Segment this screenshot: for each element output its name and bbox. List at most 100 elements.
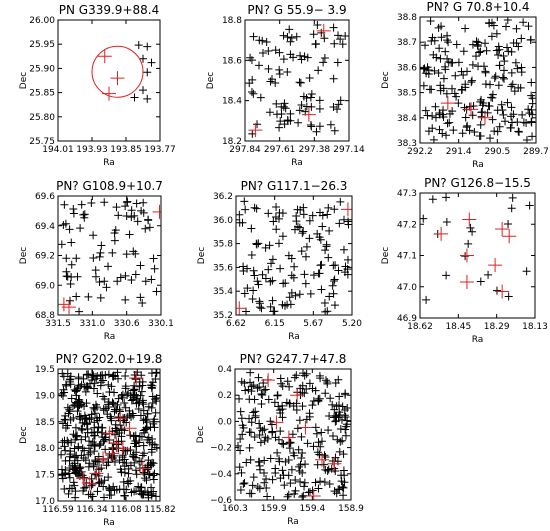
- star-marker: [503, 43, 512, 52]
- star-marker: [110, 405, 119, 414]
- star-marker: [137, 387, 146, 396]
- candidate-marker: [152, 204, 161, 219]
- y-axis-label: Dec: [381, 247, 391, 264]
- star-marker: [329, 103, 338, 112]
- star-marker: [334, 266, 343, 275]
- star-marker: [152, 397, 160, 406]
- candidate-marker: [115, 441, 130, 456]
- star-marker: [297, 432, 306, 441]
- star-marker: [515, 128, 524, 137]
- y-tick-label: 69.2: [35, 252, 55, 262]
- y-tick-label: 18.2: [222, 137, 242, 147]
- star-marker: [140, 428, 149, 437]
- star-marker: [267, 75, 276, 84]
- star-marker: [269, 217, 278, 226]
- star-marker: [93, 427, 102, 436]
- star-marker: [143, 68, 152, 77]
- star-marker: [328, 432, 337, 441]
- star-marker: [321, 246, 330, 255]
- star-marker: [149, 475, 158, 484]
- star-marker: [95, 278, 104, 287]
- star-marker: [124, 479, 133, 488]
- star-marker: [256, 93, 265, 102]
- star-marker: [127, 396, 136, 405]
- star-marker: [95, 441, 104, 450]
- star-marker: [98, 376, 107, 385]
- x-axis-label: Ra: [472, 335, 484, 345]
- star-marker: [129, 395, 138, 404]
- star-marker: [239, 423, 248, 432]
- star-marker: [263, 492, 272, 500]
- star-marker: [69, 430, 78, 439]
- candidate-marker: [269, 415, 284, 430]
- star-marker: [147, 369, 156, 378]
- candidate-marker: [502, 229, 517, 244]
- star-marker: [87, 375, 96, 384]
- star-marker: [253, 482, 262, 491]
- star-marker: [281, 104, 290, 113]
- star-marker: [116, 465, 125, 474]
- star-marker: [249, 473, 258, 482]
- star-marker: [66, 415, 75, 424]
- star-marker: [315, 104, 324, 113]
- x-tick-label: 297.38: [299, 145, 331, 155]
- star-marker: [277, 102, 286, 111]
- star-marker: [486, 134, 495, 143]
- star-marker: [264, 64, 273, 73]
- candidate-marker: [76, 471, 91, 486]
- star-marker: [74, 470, 83, 479]
- star-marker: [275, 123, 284, 132]
- star-marker: [252, 240, 261, 249]
- star-marker: [60, 485, 69, 494]
- star-marker: [258, 391, 267, 400]
- star-marker: [89, 461, 98, 470]
- star-marker: [301, 279, 310, 288]
- star-marker: [58, 389, 66, 398]
- star-marker: [255, 484, 264, 493]
- star-marker: [328, 400, 337, 409]
- star-marker: [287, 33, 296, 42]
- y-tick-label: 18.5: [35, 418, 55, 428]
- star-marker: [527, 78, 536, 87]
- star-marker: [130, 385, 139, 394]
- star-marker: [306, 121, 315, 130]
- star-marker: [249, 408, 258, 417]
- star-marker: [132, 470, 141, 479]
- star-marker: [121, 403, 130, 412]
- star-marker: [122, 211, 131, 220]
- star-marker: [286, 438, 295, 447]
- candidate-marker: [122, 421, 137, 436]
- y-tick-label: 25.90: [29, 64, 55, 74]
- star-marker: [261, 274, 270, 283]
- star-marker: [70, 481, 79, 490]
- star-marker: [490, 74, 499, 83]
- star-marker: [285, 399, 294, 408]
- star-marker: [65, 469, 74, 478]
- x-axis-label: Ra: [104, 332, 116, 342]
- star-marker: [247, 56, 256, 65]
- candidate-marker: [316, 23, 331, 38]
- star-marker: [247, 224, 256, 233]
- star-marker: [74, 442, 83, 451]
- star-marker: [316, 442, 325, 451]
- star-marker: [492, 29, 501, 38]
- star-marker: [285, 444, 294, 453]
- star-marker: [248, 295, 257, 304]
- star-marker: [79, 210, 88, 219]
- candidate-marker: [62, 300, 77, 315]
- star-marker: [102, 461, 111, 470]
- x-tick-label: 193.77: [144, 145, 176, 155]
- star-marker: [300, 478, 309, 487]
- star-marker: [254, 61, 263, 70]
- star-marker: [498, 105, 507, 114]
- y-tick-label: 35.2: [213, 311, 233, 321]
- star-marker: [429, 50, 438, 59]
- star-marker: [311, 423, 320, 432]
- panel-title: PN? G202.0+19.8: [56, 352, 163, 366]
- star-marker: [268, 296, 277, 305]
- star-marker: [80, 210, 89, 219]
- star-marker: [470, 128, 479, 137]
- star-marker: [65, 473, 74, 482]
- star-marker: [124, 464, 133, 473]
- star-marker: [65, 375, 74, 384]
